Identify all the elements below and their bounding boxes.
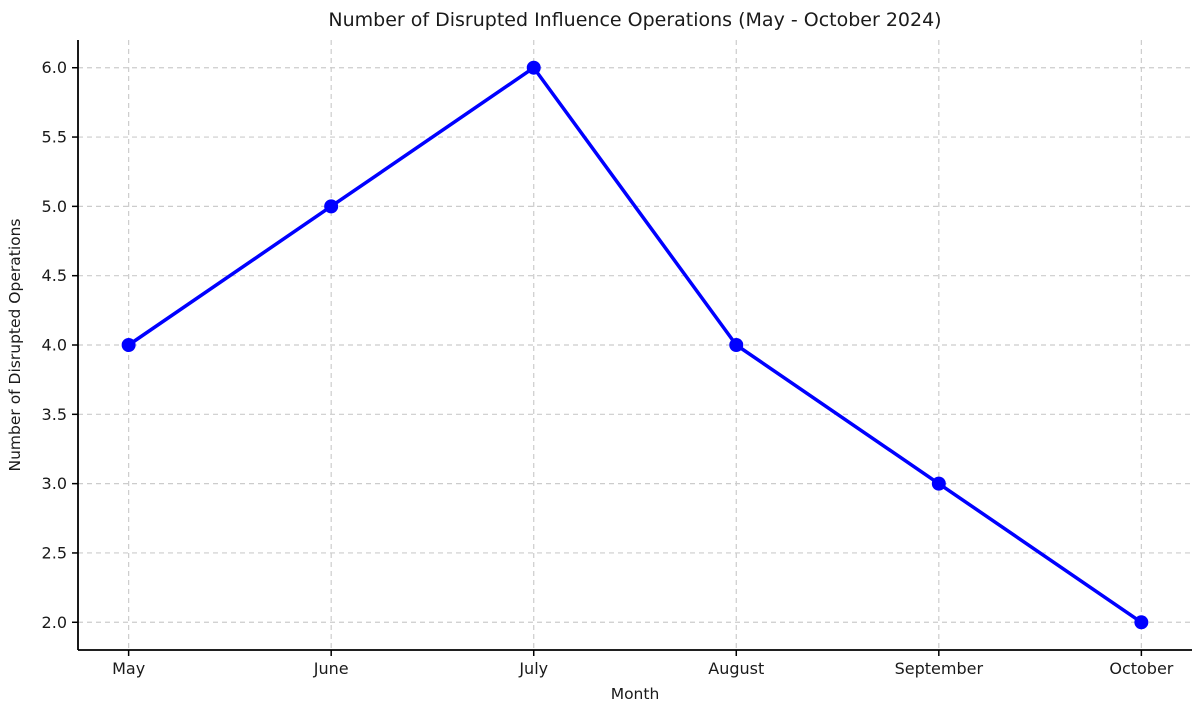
y-axis-label: Number of Disrupted Operations — [6, 218, 24, 471]
data-point-marker — [931, 476, 946, 491]
y-tick-label: 4.0 — [42, 336, 67, 355]
data-point-marker — [729, 338, 744, 352]
x-tick-label: June — [313, 659, 349, 678]
y-tick-label: 4.5 — [42, 266, 67, 285]
y-tick-label: 2.5 — [42, 543, 67, 562]
y-tick-label: 3.5 — [42, 405, 67, 424]
y-tick-label: 5.0 — [42, 197, 67, 216]
y-tick-label: 5.5 — [42, 128, 67, 147]
y-tick-label: 6.0 — [42, 58, 67, 77]
data-point-marker — [324, 199, 339, 214]
grid-lines — [78, 40, 1192, 650]
x-axis-label: Month — [611, 685, 660, 703]
data-series — [121, 60, 1149, 630]
x-tick-label: July — [518, 659, 548, 678]
trend-line — [126, 65, 1144, 625]
data-point-marker — [526, 60, 541, 75]
axis-ticks: 2.0 2.5 3.0 3.5 4.0 4.5 5.0 5.5 6.0 May June July Au… — [42, 58, 1174, 678]
x-tick-label: September — [895, 659, 984, 678]
data-point-marker — [1134, 615, 1149, 630]
x-tick-label: May — [112, 659, 145, 678]
data-point-marker — [121, 338, 136, 352]
chart-title: Number of Disrupted Influence Operations… — [328, 9, 941, 31]
x-tick-label: August — [708, 659, 764, 678]
y-tick-label: 2.0 — [42, 613, 67, 632]
x-tick-label: October — [1109, 659, 1173, 678]
y-tick-label: 3.0 — [42, 474, 67, 493]
